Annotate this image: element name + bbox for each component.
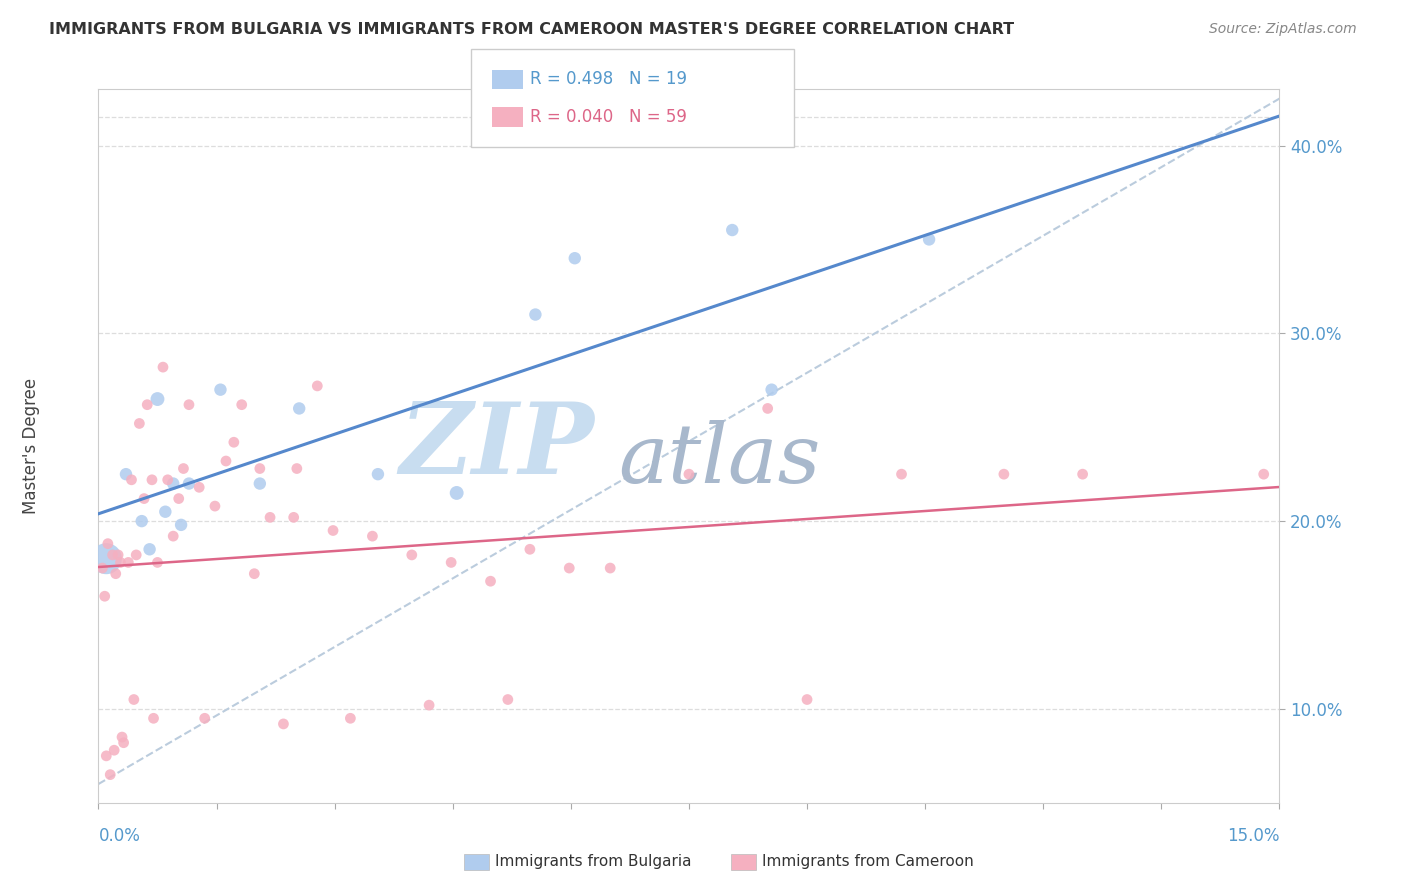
Point [721,223,744,237]
Point [361,529,384,543]
Point [167,491,190,506]
Point [188,480,211,494]
Point [131,514,153,528]
Point [146,392,169,406]
Text: atlas: atlas [619,420,821,500]
Point [231,398,253,412]
Point [125,548,148,562]
Point [243,566,266,581]
Point [564,251,586,265]
Point [288,401,311,416]
Point [249,461,271,475]
Point [890,467,912,482]
Point [162,476,184,491]
Point [141,473,163,487]
Text: Master's Degree: Master's Degree [22,378,39,514]
Point [918,232,941,246]
Point [98,767,121,781]
Point [107,548,129,562]
Point [93,589,115,603]
Point [96,551,118,566]
Text: IMMIGRANTS FROM BULGARIA VS IMMIGRANTS FROM CAMEROON MASTER'S DEGREE CORRELATION: IMMIGRANTS FROM BULGARIA VS IMMIGRANTS F… [49,22,1014,37]
Point [162,529,184,543]
Point [209,383,232,397]
Text: Immigrants from Bulgaria: Immigrants from Bulgaria [495,855,692,869]
Point [479,574,502,589]
Text: R = 0.040   N = 59: R = 0.040 N = 59 [530,108,688,126]
Point [1253,467,1275,482]
Point [136,398,159,412]
Point [285,461,308,475]
Point [121,473,143,487]
Point [177,398,200,412]
Point [440,556,463,570]
Point [756,401,779,416]
Point [558,561,581,575]
Point [273,717,295,731]
Text: Source: ZipAtlas.com: Source: ZipAtlas.com [1209,22,1357,37]
Point [993,467,1015,482]
Point [128,417,150,431]
Point [115,467,138,482]
Point [177,476,200,491]
Point [152,360,174,375]
Text: 0.0%: 0.0% [98,827,141,845]
Point [761,383,783,397]
Point [146,556,169,570]
Point [172,461,194,475]
Point [170,517,193,532]
Point [446,486,468,500]
Point [215,454,238,468]
Point [401,548,423,562]
Point [496,692,519,706]
Point [249,476,271,491]
Text: 15.0%: 15.0% [1227,827,1279,845]
Point [122,692,145,706]
Point [96,748,118,763]
Point [142,711,165,725]
Text: R = 0.498   N = 19: R = 0.498 N = 19 [530,70,688,88]
Point [283,510,305,524]
Point [111,730,134,744]
Point [103,743,125,757]
Point [204,499,226,513]
Point [367,467,389,482]
Point [101,548,124,562]
Text: Immigrants from Cameroon: Immigrants from Cameroon [762,855,974,869]
Point [110,556,132,570]
Point [117,556,139,570]
Point [222,435,245,450]
Point [1071,467,1094,482]
Point [156,473,179,487]
Point [91,561,114,575]
Point [155,505,177,519]
Point [339,711,361,725]
Point [138,542,160,557]
Point [796,692,818,706]
Point [112,736,135,750]
Point [322,524,344,538]
Text: ZIP: ZIP [399,398,595,494]
Point [519,542,541,557]
Point [132,491,155,506]
Point [678,467,700,482]
Point [259,510,281,524]
Point [307,379,329,393]
Point [97,536,120,550]
Point [104,566,127,581]
Point [418,698,440,713]
Point [599,561,621,575]
Point [194,711,217,725]
Point [524,308,547,322]
